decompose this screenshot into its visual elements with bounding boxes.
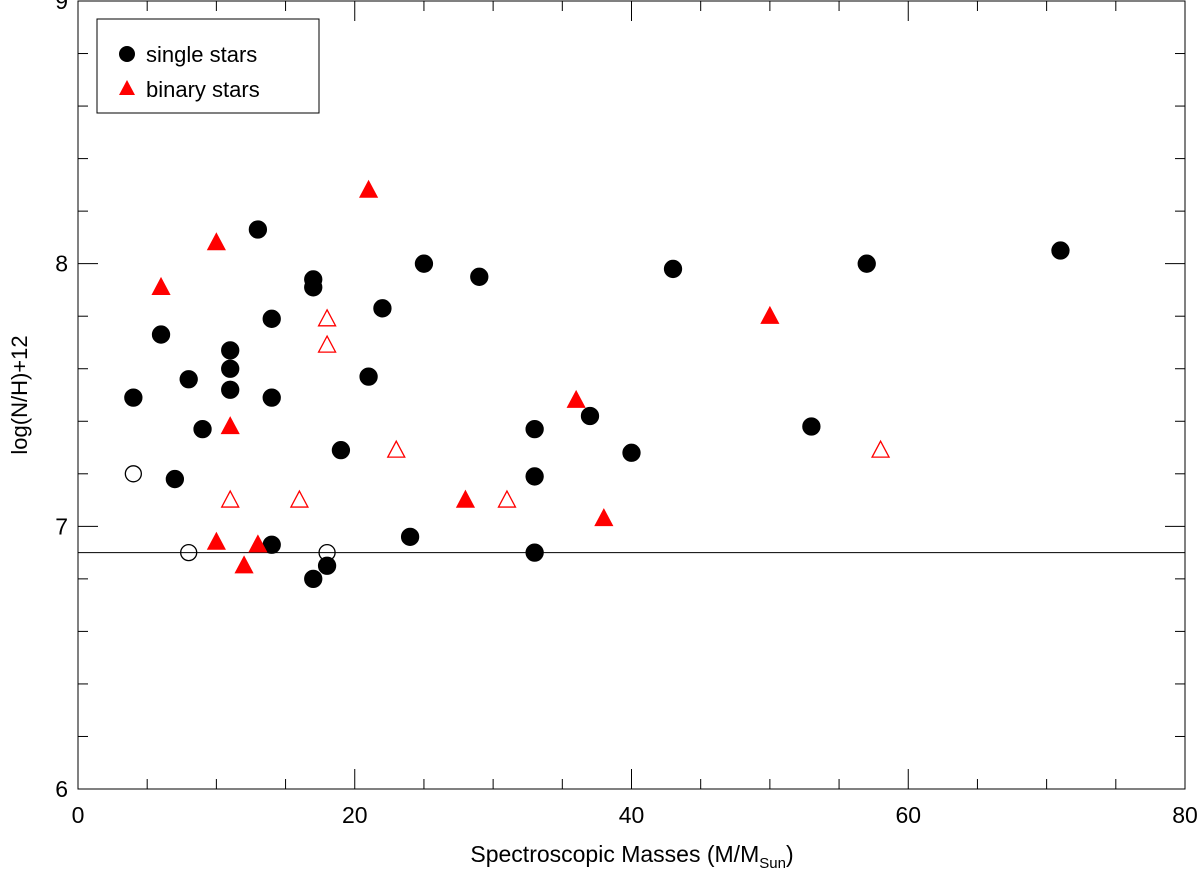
single-star-point xyxy=(221,341,240,360)
x-tick-label: 80 xyxy=(1172,802,1198,828)
single-star-point xyxy=(165,469,185,489)
x-tick-label: 40 xyxy=(619,802,645,828)
legend: single stars binary stars xyxy=(96,18,320,114)
single-star-point xyxy=(580,406,600,426)
y-tick-label: 6 xyxy=(55,776,68,802)
single-star-point xyxy=(525,467,544,486)
single-star-limit-point xyxy=(180,543,198,562)
y-tick-label: 8 xyxy=(55,251,68,277)
binary-star-point xyxy=(248,534,268,553)
plot-frame xyxy=(77,0,1186,790)
legend-circle-marker xyxy=(119,46,135,62)
single-star-point xyxy=(221,380,240,399)
single-star-point xyxy=(304,569,323,589)
single-star-limit-point xyxy=(318,543,336,562)
binary-star-point xyxy=(359,179,379,198)
single-star-point xyxy=(857,254,876,273)
binary-star-limit-point xyxy=(497,489,517,508)
single-star-point xyxy=(414,254,434,273)
single-star-point xyxy=(317,556,337,575)
binary-star-limit-point xyxy=(220,489,240,508)
single-star-point xyxy=(400,527,420,546)
axis-ticks: 0 20 40 60 80 6 7 8 9 xyxy=(55,0,1198,828)
binary-star-point xyxy=(220,416,240,435)
single-star-point xyxy=(802,417,821,436)
y-tick-label: 9 xyxy=(55,0,68,14)
binary-star-point xyxy=(594,508,614,527)
x-tick-label: 60 xyxy=(895,802,921,828)
single-star-point xyxy=(248,220,268,239)
single-star-point xyxy=(622,443,641,462)
data-points xyxy=(78,179,1185,589)
single-star-limit-point xyxy=(124,465,143,483)
single-star-point xyxy=(373,299,392,318)
legend-label-binary: binary stars xyxy=(146,77,260,102)
x-axis-label: Spectroscopic Masses (M/MSun) xyxy=(470,841,793,872)
binary-star-point xyxy=(206,531,226,550)
binary-star-point xyxy=(566,389,586,408)
binary-star-limit-point xyxy=(317,334,337,353)
binary-star-point xyxy=(206,232,226,251)
single-star-point xyxy=(1051,241,1070,260)
single-star-point xyxy=(331,441,351,460)
binary-star-limit-point xyxy=(870,439,891,458)
y-axis-label: log(N/H)+12 xyxy=(7,335,32,454)
binary-star-point xyxy=(760,305,780,324)
legend-triangle-marker xyxy=(119,80,135,95)
y-tick-label: 7 xyxy=(55,513,68,539)
binary-star-limit-point xyxy=(317,308,337,327)
single-star-point xyxy=(193,419,212,439)
single-star-point xyxy=(525,543,544,562)
single-star-point xyxy=(525,419,544,439)
x-tick-label: 0 xyxy=(72,802,85,828)
x-tick-label: 20 xyxy=(342,802,368,828)
single-star-point xyxy=(221,359,240,378)
binary-star-point xyxy=(455,489,476,508)
single-star-point xyxy=(124,388,143,407)
binary-star-point xyxy=(234,555,254,574)
binary-star-point xyxy=(151,276,171,295)
legend-box xyxy=(96,18,320,114)
single-star-point xyxy=(663,259,683,279)
legend-label-single: single stars xyxy=(146,42,257,67)
single-star-point xyxy=(262,388,281,407)
single-star-point xyxy=(359,367,378,386)
binary-star-limit-point xyxy=(289,489,309,508)
single-star-point xyxy=(262,309,281,328)
binary-star-limit-point xyxy=(386,439,406,458)
single-star-point xyxy=(179,370,198,389)
single-star-point xyxy=(151,325,171,344)
single-star-point xyxy=(470,267,489,286)
single-star-point xyxy=(304,278,323,297)
